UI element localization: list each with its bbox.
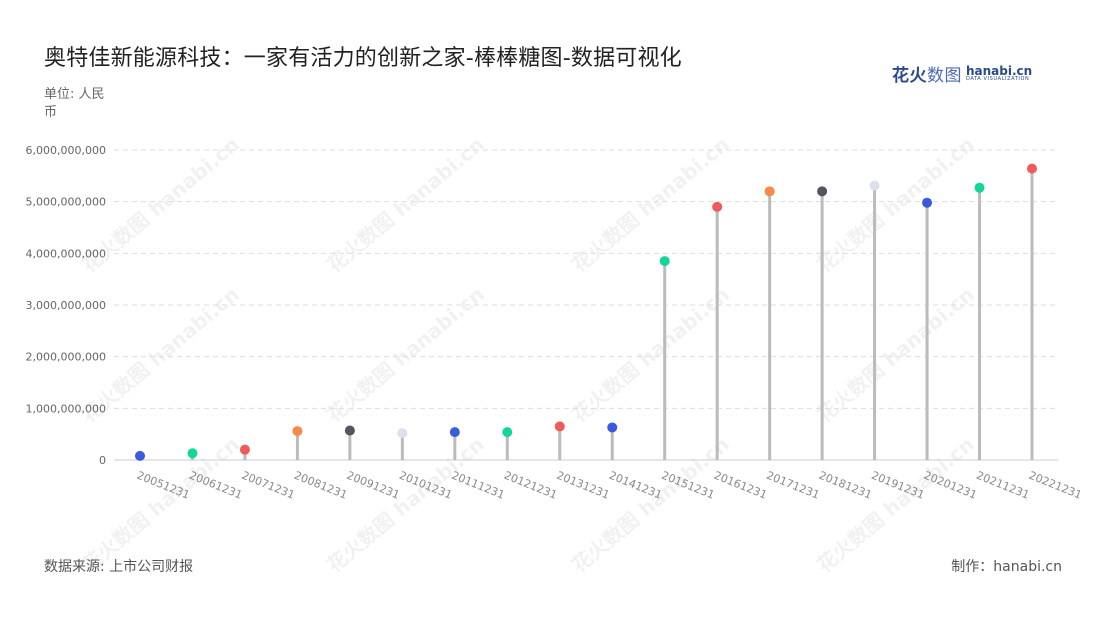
x-tick-label: 20091231 bbox=[345, 469, 402, 502]
watermark-text: 花火数图 hanabi.cn bbox=[567, 282, 734, 427]
x-tick-label: 20081231 bbox=[292, 469, 349, 502]
y-tick-label: 0 bbox=[99, 454, 106, 467]
y-axis: 0 1,000,000,000 2,000,000,000 3,000,000,000… bbox=[26, 144, 106, 467]
lollipop-marks bbox=[135, 163, 1037, 461]
x-tick-label: 20211231 bbox=[974, 469, 1031, 502]
unit-label: 单位: 人民币 bbox=[44, 87, 105, 120]
lollipop-dot bbox=[922, 197, 933, 208]
brand-logo: 花火数图 hanabi.cn DATA VISUALIZATION bbox=[892, 62, 1032, 86]
logo-text-en-wrap: hanabi.cn DATA VISUALIZATION bbox=[966, 65, 1032, 82]
logo-text-en: hanabi.cn bbox=[966, 63, 1033, 78]
data-source: 数据来源: 上市公司财报 bbox=[44, 559, 194, 575]
lollipop-dot bbox=[187, 448, 198, 459]
watermark-text: 花火数图 hanabi.cn bbox=[812, 132, 979, 277]
lollipop-dot bbox=[659, 256, 670, 267]
watermark-text: 花火数图 hanabi.cn bbox=[322, 282, 489, 427]
lollipop-dot bbox=[817, 186, 828, 197]
lollipop-dot bbox=[607, 422, 618, 433]
lollipop-dot bbox=[1027, 163, 1037, 174]
maker-credit: 制作：hanabi.cn bbox=[951, 559, 1062, 575]
logo-subtext: DATA VISUALIZATION bbox=[966, 75, 1030, 82]
x-tick-label: 20141231 bbox=[607, 469, 664, 502]
lollipop-dot bbox=[764, 186, 775, 197]
watermark-text: 花火数图 hanabi.cn bbox=[567, 432, 734, 577]
x-tick-label: 20181231 bbox=[817, 469, 874, 502]
grid-lines bbox=[114, 149, 1058, 409]
x-tick-label: 20221231 bbox=[1027, 469, 1084, 502]
watermark-text: 花火数图 hanabi.cn bbox=[322, 432, 489, 577]
lollipop-dot bbox=[397, 428, 408, 439]
x-tick-label: 20111231 bbox=[450, 469, 507, 502]
y-tick-label: 1,000,000,000 bbox=[26, 402, 106, 415]
watermark-text: 花火数图 hanabi.cn bbox=[567, 132, 734, 277]
lollipop-dot bbox=[449, 427, 460, 438]
y-tick-label: 4,000,000,000 bbox=[26, 247, 106, 260]
lollipop-dot bbox=[135, 450, 145, 461]
lollipop-dot bbox=[292, 426, 303, 437]
y-tick-label: 6,000,000,000 bbox=[26, 144, 106, 157]
lollipop-dot bbox=[502, 427, 513, 438]
lollipop-dot bbox=[869, 180, 880, 191]
watermark-layer: 花火数图 hanabi.cn 花火数图 hanabi.cn 花火数图 hanabi.… bbox=[77, 132, 979, 577]
watermark-text: 花火数图 hanabi.cn bbox=[322, 132, 489, 277]
lollipop-dot bbox=[974, 182, 985, 193]
x-tick-label: 20131231 bbox=[555, 469, 612, 502]
chart-title: 奥特佳新能源科技：一家有活力的创新之家-棒棒糖图-数据可视化 bbox=[44, 46, 682, 71]
lollipop-dot bbox=[712, 201, 723, 212]
y-tick-label: 3,000,000,000 bbox=[26, 299, 106, 312]
x-tick-label: 20071231 bbox=[240, 469, 297, 502]
lollipop-dot bbox=[554, 421, 565, 432]
lollipop-dot bbox=[239, 444, 250, 455]
x-tick-label: 20171231 bbox=[765, 469, 822, 502]
x-tick-label: 20161231 bbox=[712, 469, 769, 502]
y-tick-label: 5,000,000,000 bbox=[26, 196, 106, 209]
watermark-text: 花火数图 hanabi.cn bbox=[812, 282, 979, 427]
logo-text-cn: 花火数图 bbox=[892, 65, 962, 86]
lollipop-dot bbox=[344, 425, 355, 436]
x-tick-label: 20121231 bbox=[502, 469, 559, 502]
y-tick-label: 2,000,000,000 bbox=[26, 351, 106, 364]
